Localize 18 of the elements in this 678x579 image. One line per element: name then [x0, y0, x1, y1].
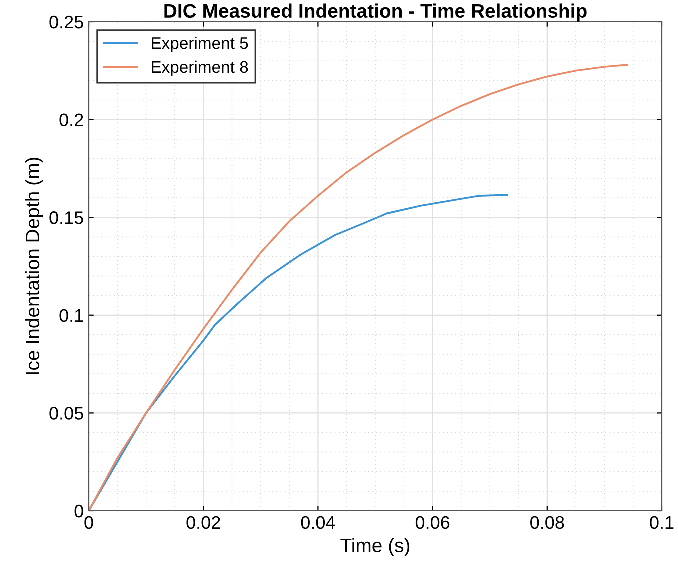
x-tick-label: 0.1: [650, 516, 674, 530]
x-tick-label: 0.06: [416, 516, 450, 530]
x-tick-label: 0: [84, 516, 94, 530]
y-tick-label: 0: [74, 504, 84, 518]
x-tick-label: 0.02: [186, 516, 220, 530]
chart-title: DIC Measured Indentation - Time Relationship: [164, 4, 587, 22]
y-tick-label: 0.1: [60, 309, 84, 322]
x-tick-label: 0.08: [530, 516, 564, 530]
y-tick-label: 0.25: [50, 16, 84, 29]
x-tick-label: 0.04: [301, 516, 336, 530]
x-axis-title: Time (s): [340, 538, 410, 556]
y-axis-title: Ice Indentation Depth (m): [25, 158, 44, 374]
y-tick-label: 0.15: [50, 212, 84, 224]
legend-label: Experiment 8: [152, 60, 248, 76]
legend-label: Experiment 5: [152, 37, 248, 53]
y-tick-label: 0.05: [50, 407, 84, 420]
y-tick-label: 0.2: [60, 114, 84, 127]
line-series: [89, 194, 508, 511]
